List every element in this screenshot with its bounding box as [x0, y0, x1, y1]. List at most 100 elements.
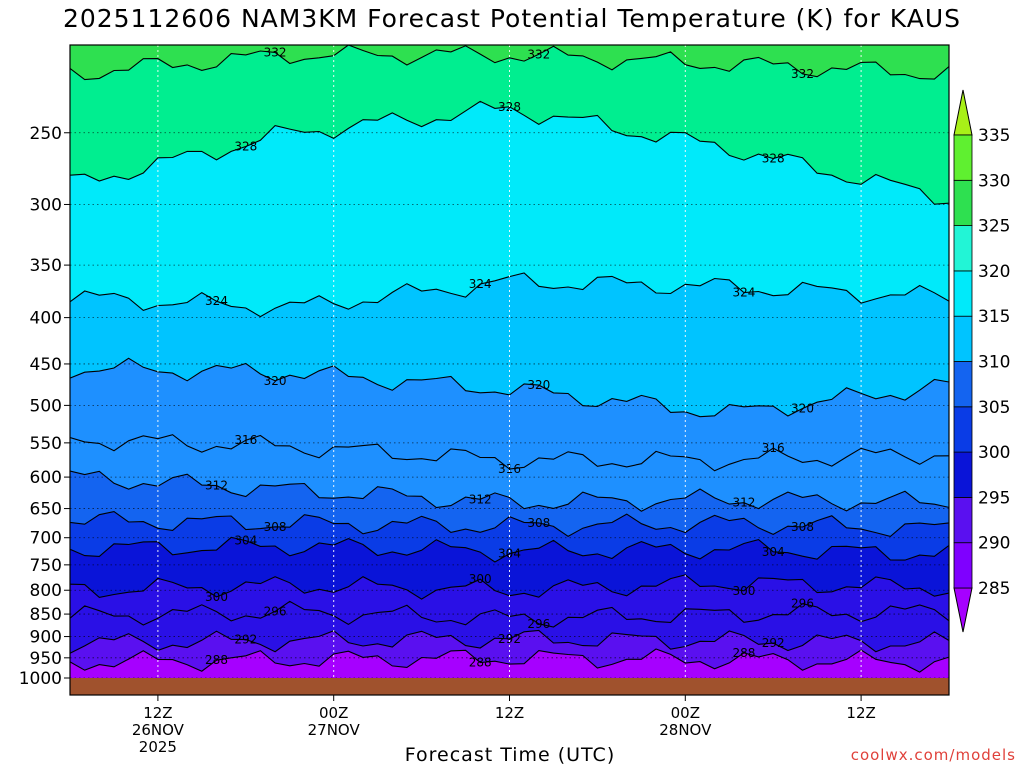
contour-label-300: 300	[732, 584, 755, 598]
contour-label-text: 320	[264, 374, 287, 388]
colorbar-bottom-arrow	[953, 587, 973, 633]
credit-link[interactable]: coolwx.com/models	[850, 746, 1016, 764]
y-tick-label: 250	[30, 124, 62, 144]
colorbar-band	[953, 315, 973, 362]
x-tick-label: 2025	[139, 738, 177, 756]
contour-label-text: 312	[732, 496, 755, 510]
x-tick-label: 28NOV	[659, 721, 712, 739]
contour-label-288: 288	[205, 653, 228, 667]
contour-label-316: 316	[762, 441, 785, 455]
grid-layer	[70, 45, 949, 679]
contour-label-324: 324	[732, 286, 755, 300]
contour-label-text: 320	[527, 378, 550, 392]
contour-label-text: 308	[791, 520, 814, 534]
x-tick-label: 26NOV	[132, 721, 185, 739]
colorbar-label: 295	[978, 488, 1010, 508]
y-axis-ticks: 250 300 350 400 450 500 550 600 650 700 750 800 850 9…	[19, 124, 70, 689]
x-axis-label: Forecast Time (UTC)	[404, 744, 616, 766]
contour-label-332: 332	[264, 45, 287, 59]
contour-label-316: 316	[234, 433, 257, 447]
contour-292	[70, 629, 949, 654]
contour-label-text: 312	[205, 479, 228, 493]
colorbar-label: 300	[978, 443, 1010, 463]
colorbar-label: 310	[978, 353, 1010, 373]
colorbar-band	[953, 451, 973, 498]
contour-label-288: 288	[732, 646, 755, 660]
contour-label-text: 300	[469, 572, 492, 586]
colorbar-band	[953, 225, 973, 272]
contour-label-text: 332	[527, 47, 550, 61]
contour-label-text: 320	[791, 402, 814, 416]
y-tick-label: 650	[30, 500, 62, 520]
contour-label-text: 316	[762, 441, 785, 455]
contour-label-308: 308	[791, 520, 814, 534]
colorbar-band	[953, 134, 973, 181]
y-tick-label: 700	[30, 529, 62, 549]
colorbar-label: 290	[978, 534, 1010, 554]
contour-label-288: 288	[469, 655, 492, 669]
contour-label-300: 300	[469, 572, 492, 586]
y-tick-label: 300	[30, 195, 62, 215]
y-tick-label: 350	[30, 256, 62, 276]
contour-label-320: 320	[791, 402, 814, 416]
colorbar-band	[953, 179, 973, 227]
colorbar-band	[953, 406, 973, 453]
contour-label-text: 316	[498, 462, 521, 476]
contour-label-text: 312	[469, 492, 492, 506]
colorbar-band	[953, 542, 973, 589]
contour-label-text: 332	[264, 45, 287, 59]
y-tick-label: 900	[30, 628, 62, 648]
contour-label-332: 332	[527, 47, 550, 61]
colorbar-label: 315	[978, 307, 1010, 327]
contour-label-300: 300	[205, 590, 228, 604]
colorbar-band	[953, 496, 973, 544]
surface-ground	[70, 678, 949, 695]
contour-label-text: 308	[264, 520, 287, 534]
contour-label-text: 324	[469, 277, 492, 291]
contour-label-324: 324	[205, 294, 228, 308]
contour-label-text: 328	[234, 139, 257, 153]
contour-label-328: 328	[234, 139, 257, 153]
contour-label-296: 296	[527, 617, 550, 631]
contour-label-308: 308	[527, 516, 550, 530]
contour-label-text: 288	[732, 646, 755, 660]
contour-label-304: 304	[762, 545, 785, 559]
contour-label-text: 288	[205, 653, 228, 667]
contour-label-text: 324	[205, 294, 228, 308]
contour-label-324: 324	[469, 277, 492, 291]
contour-label-292: 292	[762, 636, 785, 650]
contour-label-text: 292	[498, 632, 521, 646]
contour-label-text: 292	[234, 633, 257, 647]
y-tick-label: 850	[30, 605, 62, 625]
colorbar-label: 285	[978, 579, 1010, 599]
x-tick-label: 12Z	[495, 704, 524, 722]
contour-label-312: 312	[732, 496, 755, 510]
contour-label-292: 292	[234, 633, 257, 647]
contour-label-296: 296	[791, 597, 814, 611]
x-tick-label: 00Z	[671, 704, 700, 722]
y-tick-label: 600	[30, 468, 62, 488]
contour-label-text: 316	[234, 433, 257, 447]
contour-label-text: 292	[762, 636, 785, 650]
contour-label-312: 312	[469, 492, 492, 506]
contour-label-text: 304	[498, 547, 521, 561]
chart-title: 2025112606 NAM3KM Forecast Potential Tem…	[62, 4, 962, 33]
contour-label-304: 304	[498, 547, 521, 561]
contour-label-320: 320	[527, 378, 550, 392]
colorbar-label: 305	[978, 398, 1010, 418]
colorbar: 285 290 295 300 305 310 315 320 325 330 335	[953, 89, 1010, 633]
contour-label-text: 288	[469, 655, 492, 669]
y-tick-label: 750	[30, 556, 62, 576]
colorbar-band	[953, 361, 973, 408]
contour-label-text: 308	[527, 516, 550, 530]
colorbar-top-arrow	[953, 89, 973, 136]
contour-label-296: 296	[264, 604, 287, 618]
contour-320	[70, 357, 949, 418]
y-tick-label: 500	[30, 396, 62, 416]
x-tick-label: 12Z	[846, 704, 875, 722]
y-tick-label: 450	[30, 355, 62, 375]
contour-label-308: 308	[264, 520, 287, 534]
colorbar-label: 335	[978, 126, 1010, 146]
